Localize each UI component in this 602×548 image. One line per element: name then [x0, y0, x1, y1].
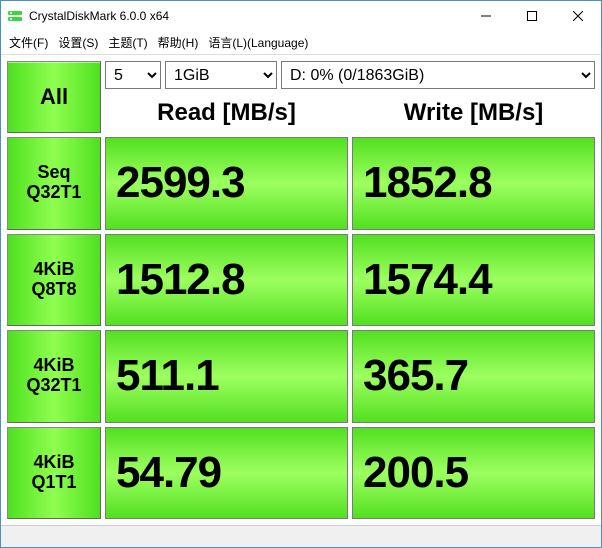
menu-theme[interactable]: 主题(T) [108, 34, 147, 51]
app-window: CrystalDiskMark 6.0.0 x64 文件(F) 设置(S) 主题… [0, 0, 602, 548]
all-button[interactable]: All [7, 61, 101, 133]
row-label-1: Seq [37, 163, 70, 183]
maximize-button[interactable] [509, 1, 555, 31]
row-label-1: 4KiB [33, 453, 74, 473]
row-label-2: Q8T8 [31, 280, 76, 300]
test-size-select[interactable]: 1GiB [165, 61, 277, 89]
row-label-1: 4KiB [33, 356, 74, 376]
row-label-2: Q32T1 [26, 183, 81, 203]
controls-column: 5 1GiB D: 0% (0/1863GiB) Read [MB/s] Wri… [105, 61, 595, 133]
read-value-seq-q32t1: 2599.3 [105, 137, 348, 230]
row-label-1: 4KiB [33, 260, 74, 280]
row-label-2: Q1T1 [31, 473, 76, 493]
app-icon [7, 8, 23, 24]
window-title: CrystalDiskMark 6.0.0 x64 [29, 9, 463, 23]
write-value-4k-q32t1: 365.7 [352, 330, 595, 423]
minimize-button[interactable] [463, 1, 509, 31]
menu-language[interactable]: 语言(L)(Language) [208, 34, 308, 51]
titlebar[interactable]: CrystalDiskMark 6.0.0 x64 [1, 1, 601, 31]
row-label-2: Q32T1 [26, 376, 81, 396]
read-value-4k-q8t8: 1512.8 [105, 234, 348, 327]
test-button-4k-q8t8[interactable]: 4KiB Q8T8 [7, 234, 101, 327]
test-button-seq-q32t1[interactable]: Seq Q32T1 [7, 137, 101, 230]
test-button-4k-q32t1[interactable]: 4KiB Q32T1 [7, 330, 101, 423]
headers-row: Read [MB/s] Write [MB/s] [105, 93, 595, 133]
test-count-select[interactable]: 5 [105, 61, 161, 89]
menu-file[interactable]: 文件(F) [9, 34, 48, 51]
all-button-label: All [40, 84, 68, 110]
content-area: All 5 1GiB D: 0% (0/1863GiB) Read [MB/s] [1, 55, 601, 525]
read-value-4k-q1t1: 54.79 [105, 427, 348, 520]
menu-help[interactable]: 帮助(H) [158, 34, 199, 51]
menu-settings[interactable]: 设置(S) [58, 34, 98, 51]
write-value-4k-q1t1: 200.5 [352, 427, 595, 520]
test-button-4k-q1t1[interactable]: 4KiB Q1T1 [7, 427, 101, 520]
write-value-4k-q8t8: 1574.4 [352, 234, 595, 327]
window-controls [463, 1, 601, 31]
menubar: 文件(F) 设置(S) 主题(T) 帮助(H) 语言(L)(Language) [1, 31, 601, 55]
write-value-seq-q32t1: 1852.8 [352, 137, 595, 230]
read-value-4k-q32t1: 511.1 [105, 330, 348, 423]
top-row: All 5 1GiB D: 0% (0/1863GiB) Read [MB/s] [7, 61, 595, 133]
header-write: Write [MB/s] [352, 93, 595, 133]
drive-select[interactable]: D: 0% (0/1863GiB) [281, 61, 595, 89]
statusbar [1, 525, 601, 547]
results-grid: Seq Q32T1 2599.3 1852.8 4KiB Q8T8 1512.8… [7, 137, 595, 519]
selects-row: 5 1GiB D: 0% (0/1863GiB) [105, 61, 595, 89]
close-button[interactable] [555, 1, 601, 31]
header-read: Read [MB/s] [105, 93, 348, 133]
